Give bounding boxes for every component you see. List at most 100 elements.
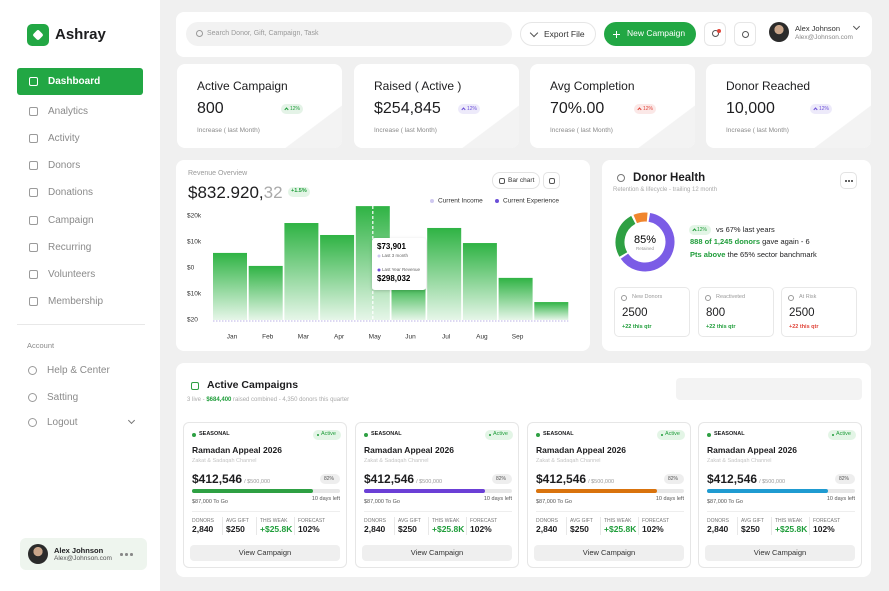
top-bar: Search Donor, Gift, Campaign, Task Export… <box>176 12 872 57</box>
nav-item[interactable]: Donors <box>17 152 143 179</box>
notification-button[interactable] <box>704 22 726 46</box>
icon <box>29 242 38 252</box>
nav-item[interactable]: Donations <box>17 179 143 206</box>
view-campaign-button[interactable]: View Campaign <box>705 545 855 561</box>
metric-delta: +22 this qtr <box>706 324 736 331</box>
view-campaign-button[interactable]: View Campaign <box>362 545 512 561</box>
progress-label: 82% <box>668 475 679 482</box>
campaign-amount: $412,546/ $500,000 <box>192 471 270 490</box>
divider <box>707 511 855 512</box>
stat-divider <box>600 517 601 535</box>
more-button[interactable] <box>840 172 857 189</box>
total-decimals: 32 <box>263 183 283 202</box>
change-value: 12% <box>819 105 830 112</box>
new-campaign-button[interactable]: New Campaign <box>604 22 696 46</box>
icon <box>742 31 749 38</box>
stat-value: $250 <box>226 524 245 535</box>
legend-label: Current Income <box>438 198 483 205</box>
avatar[interactable] <box>769 22 789 42</box>
plus-v <box>615 30 618 38</box>
tag-dot <box>192 433 196 437</box>
stat-card: Donor Reached 10,000 12% Increase ( last Mo… <box>706 64 871 148</box>
y-tick-label: $10k <box>187 239 202 246</box>
settings-button[interactable] <box>734 22 756 46</box>
menu-dot <box>845 180 847 182</box>
stat-label: THIS WEAK <box>432 517 460 524</box>
nav-item[interactable]: Campaign <box>17 207 143 234</box>
icon <box>28 393 37 402</box>
chevron <box>127 416 136 425</box>
export-button[interactable]: Export File <box>520 22 596 46</box>
stat-label: AVG GIFT <box>570 517 593 524</box>
nav-item[interactable]: Analytics <box>17 98 143 125</box>
status-pill: Active <box>657 430 685 440</box>
stat-label: DONORS <box>536 517 558 524</box>
divider <box>536 511 684 512</box>
stat-value: +$25.8K <box>432 524 465 535</box>
nav-label: Donations <box>48 186 94 198</box>
donut-segment <box>615 212 675 272</box>
search-box[interactable]: Search Donor, Gift, Campaign, Task <box>186 22 512 46</box>
campaigns-panel: Active Campaigns 3 live - $684,400 raised… <box>176 363 871 577</box>
tooltip: $73,901 Last 3 month Last Year Revenue $298… <box>372 238 426 290</box>
menu-dot <box>851 180 853 182</box>
nav-item[interactable]: Activity <box>17 125 143 152</box>
account-item[interactable]: Logout <box>17 410 143 434</box>
stat-value: 70%.00 <box>550 99 605 117</box>
campaign-tag: SEASONAL <box>714 431 745 438</box>
stat-card: Raised ( Active ) $254,845 12% Increase ( l… <box>354 64 519 148</box>
metric-value: 2500 <box>622 306 648 319</box>
view-campaign-button[interactable]: View Campaign <box>190 545 340 561</box>
nav-item[interactable]: Recurring <box>17 234 143 261</box>
change-arrow <box>637 106 642 112</box>
account-item[interactable]: Help & Center <box>17 358 143 382</box>
stat-value: 2,840 <box>192 524 214 535</box>
divider <box>364 511 512 512</box>
nav-label: Dashboard <box>48 75 101 87</box>
nav-label: Activity <box>48 132 80 144</box>
to-go: $87,000 To Go <box>536 499 572 506</box>
metric-card: New Donors 2500 +22 this qtr <box>614 287 690 337</box>
stat-change: 12% <box>281 104 303 114</box>
change-value: 12% <box>290 105 301 112</box>
chart-toggle[interactable]: Bar chart <box>492 172 540 189</box>
stat-label: FORECAST <box>813 517 841 524</box>
filter-box[interactable] <box>676 378 862 400</box>
user-chevron[interactable] <box>852 22 861 31</box>
panel-title: Donor Health <box>633 171 706 184</box>
days-left: 10 days left <box>655 496 684 503</box>
logo-glyph <box>32 29 44 41</box>
bar <box>462 243 497 320</box>
panel-subtitle: Retention & lifecycle - trailing 12 mont… <box>613 187 718 194</box>
button-label: View Campaign <box>238 548 292 558</box>
stat-value: 2,840 <box>536 524 558 535</box>
campaign-card: SEASONAL Active Ramadan Appeal 2026 Zakat &… <box>698 422 862 568</box>
campaign-tag: SEASONAL <box>371 431 402 438</box>
nav-item[interactable]: Volunteers <box>17 261 143 288</box>
icon <box>29 269 38 279</box>
status-pill: Active <box>828 430 856 440</box>
bar <box>320 234 355 320</box>
stat-title: Raised ( Active ) <box>374 79 462 94</box>
notification-dot <box>717 29 721 33</box>
status-dot <box>489 434 491 436</box>
account-item[interactable]: Satting <box>17 385 143 409</box>
days-left: 10 days left <box>311 496 340 503</box>
progress-pill: 82% <box>664 474 684 484</box>
x-tick-label: Jan <box>227 334 238 341</box>
stat-divider <box>638 517 639 535</box>
comparison: vs 67% last years <box>716 225 775 235</box>
campaign-amount: $412,546/ $500,000 <box>364 471 442 490</box>
nav-item[interactable]: Membership <box>17 288 143 315</box>
campaign-subtitle: Zakat & Sadaqah Channel <box>364 458 429 465</box>
stat-label: THIS WEAK <box>775 517 803 524</box>
campaign-amount: $412,546/ $500,000 <box>536 471 614 490</box>
x-tick-label: Apr <box>334 334 345 341</box>
stat-divider <box>771 517 772 535</box>
user-name: Alex Johnson <box>795 24 841 34</box>
stat-value: 102% <box>813 524 835 535</box>
progress-fill <box>192 489 314 493</box>
chart-option[interactable] <box>543 172 560 189</box>
view-campaign-button[interactable]: View Campaign <box>534 545 684 561</box>
nav-item[interactable]: Dashboard <box>17 67 143 95</box>
